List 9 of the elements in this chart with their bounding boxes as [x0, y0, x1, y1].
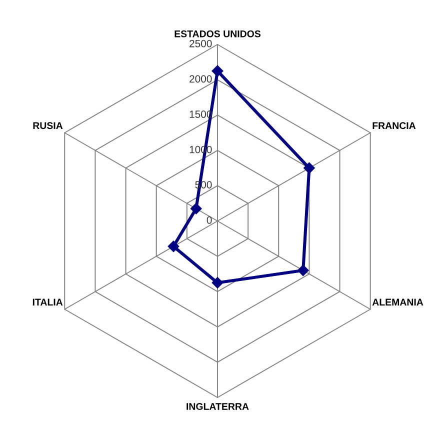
spoke-label: FRANCIA	[372, 122, 416, 130]
spoke-label: ITALIA	[32, 298, 63, 306]
spoke-label: RUSIA	[33, 122, 63, 130]
spoke-label: INGLATERRA	[186, 403, 249, 410]
spoke-label: ALEMANIA	[372, 298, 424, 306]
y-tick-label: 0	[206, 216, 212, 224]
y-tick-label: 2000	[190, 75, 212, 83]
spoke-label: ESTADOS UNIDOS	[174, 30, 261, 38]
y-tick-label: 2500	[190, 40, 212, 48]
